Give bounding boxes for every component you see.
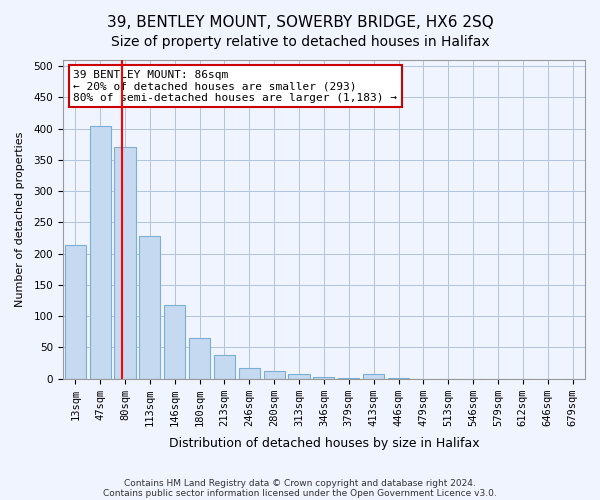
Text: Size of property relative to detached houses in Halifax: Size of property relative to detached ho… bbox=[110, 35, 490, 49]
Bar bbox=[214, 355, 235, 378]
Y-axis label: Number of detached properties: Number of detached properties bbox=[15, 132, 25, 307]
Bar bbox=[289, 374, 310, 378]
Bar bbox=[363, 374, 384, 378]
Bar bbox=[189, 338, 210, 378]
X-axis label: Distribution of detached houses by size in Halifax: Distribution of detached houses by size … bbox=[169, 437, 479, 450]
Bar bbox=[65, 245, 86, 378]
Text: 39, BENTLEY MOUNT, SOWERBY BRIDGE, HX6 2SQ: 39, BENTLEY MOUNT, SOWERBY BRIDGE, HX6 2… bbox=[107, 15, 493, 30]
Bar bbox=[263, 370, 285, 378]
Bar bbox=[115, 148, 136, 378]
Bar bbox=[239, 368, 260, 378]
Text: Contains public sector information licensed under the Open Government Licence v3: Contains public sector information licen… bbox=[103, 488, 497, 498]
Bar bbox=[139, 236, 160, 378]
Text: 39 BENTLEY MOUNT: 86sqm
← 20% of detached houses are smaller (293)
80% of semi-d: 39 BENTLEY MOUNT: 86sqm ← 20% of detache… bbox=[73, 70, 397, 103]
Bar bbox=[89, 126, 110, 378]
Text: Contains HM Land Registry data © Crown copyright and database right 2024.: Contains HM Land Registry data © Crown c… bbox=[124, 478, 476, 488]
Bar bbox=[164, 305, 185, 378]
